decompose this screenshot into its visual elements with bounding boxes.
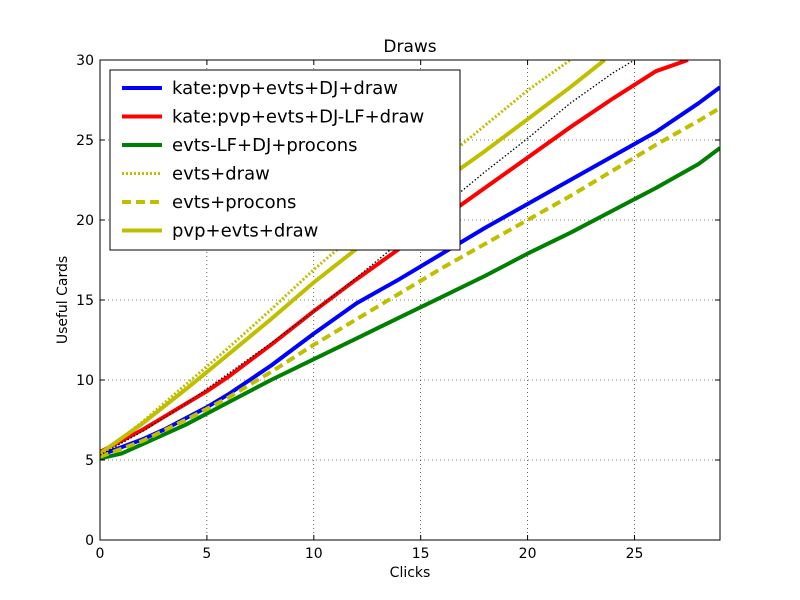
y-tick-label: 0	[85, 533, 94, 549]
legend-label: evts-LF+DJ+procons	[172, 135, 358, 156]
legend-label: pvp+evts+draw	[172, 221, 318, 242]
series-line-4	[100, 60, 572, 457]
x-axis-label: Clicks	[390, 565, 431, 581]
y-axis-label: Useful Cards	[55, 256, 71, 344]
x-tick-label: 20	[519, 546, 537, 562]
y-tick-label: 25	[76, 133, 94, 149]
ticks: 0 5 10 15 20 25 0 5 10 15 20 25 30	[76, 53, 720, 562]
x-tick-label: 5	[202, 546, 211, 562]
y-tick-label: 5	[85, 453, 94, 469]
y-tick-label: 30	[76, 53, 94, 69]
legend-box	[109, 69, 461, 251]
legend-label: kate:pvp+evts+DJ-LF+draw	[172, 107, 424, 128]
x-tick-label: 25	[626, 546, 644, 562]
legend: kate:pvp+evts+DJ+draw kate:pvp+evts+DJ-LF…	[109, 69, 461, 251]
series-line-3	[100, 146, 720, 461]
x-tick-label: 0	[96, 546, 105, 562]
y-tick-label: 10	[76, 373, 94, 389]
legend-label: kate:pvp+evts+DJ+draw	[172, 78, 398, 99]
y-tick-label: 15	[76, 293, 94, 309]
series-line-7	[100, 60, 635, 456]
legend-label: evts+draw	[172, 164, 270, 185]
y-tick-label: 20	[76, 213, 94, 229]
chart-title: Draws	[383, 37, 436, 57]
x-tick-label: 15	[412, 546, 430, 562]
legend-label: evts+procons	[172, 192, 296, 213]
series-line-5	[100, 106, 720, 459]
x-tick-label: 10	[305, 546, 323, 562]
